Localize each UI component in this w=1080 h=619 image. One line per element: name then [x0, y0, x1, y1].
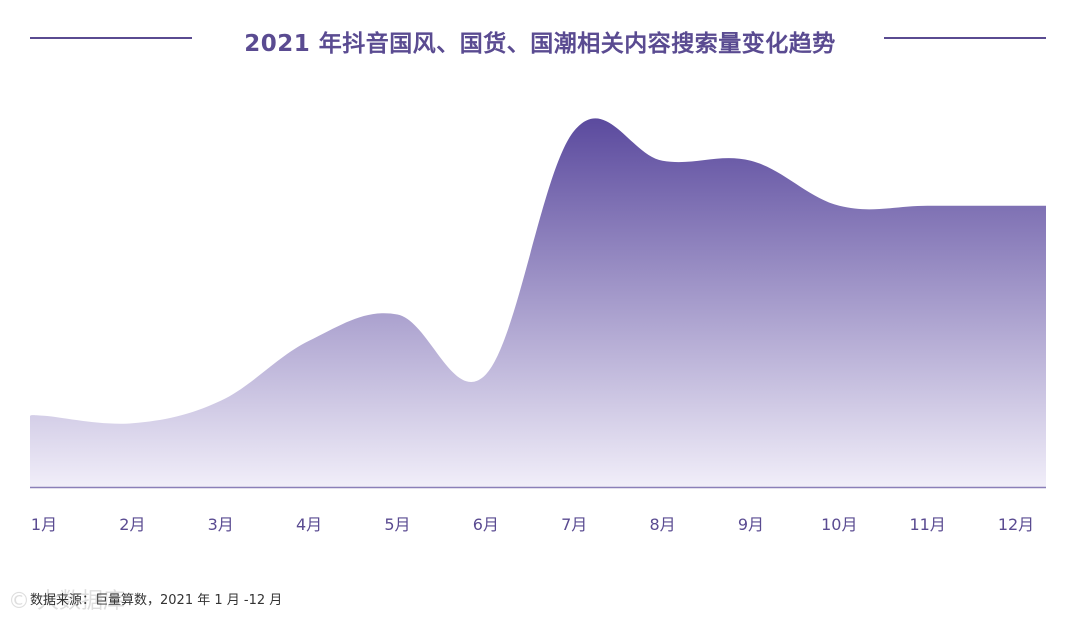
x-tick-label: 7月: [561, 515, 587, 534]
x-tick-label: 2月: [119, 515, 145, 534]
chart-title: 2021 年抖音国风、国货、国潮相关内容搜索量变化趋势: [244, 31, 836, 57]
plot-area: [30, 118, 1046, 489]
x-tick-label: 5月: [384, 515, 410, 534]
title-decor-line-right: [884, 37, 1046, 39]
x-tick-label: 6月: [473, 515, 499, 534]
x-tick-label: 12月: [998, 515, 1034, 534]
x-tick-label: 3月: [208, 515, 234, 534]
title-decor-line-left: [30, 37, 192, 39]
x-tick-label: 9月: [738, 515, 764, 534]
title-row: 2021 年抖音国风、国货、国潮相关内容搜索量变化趋势: [0, 20, 1080, 57]
x-tick-label: 11月: [909, 515, 945, 534]
x-axis-tick-labels: 1月 2月 3月 4月 5月 6月 7月 8月 9月 10月 11月 12月: [31, 515, 1034, 534]
x-tick-label: 1月: [31, 515, 57, 534]
series-area: [30, 118, 1046, 488]
x-tick-label: 8月: [649, 515, 675, 534]
x-tick-label: 10月: [821, 515, 857, 534]
x-tick-label: 4月: [296, 515, 322, 534]
data-source-note: 数据来源：巨量算数，2021 年 1 月 -12 月: [30, 593, 283, 608]
